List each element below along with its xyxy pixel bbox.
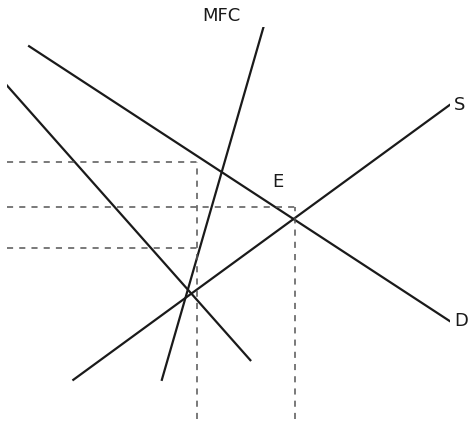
Text: D: D [454, 312, 468, 330]
Text: S: S [454, 96, 465, 114]
Text: E: E [273, 173, 284, 191]
Text: MFC: MFC [202, 7, 241, 25]
